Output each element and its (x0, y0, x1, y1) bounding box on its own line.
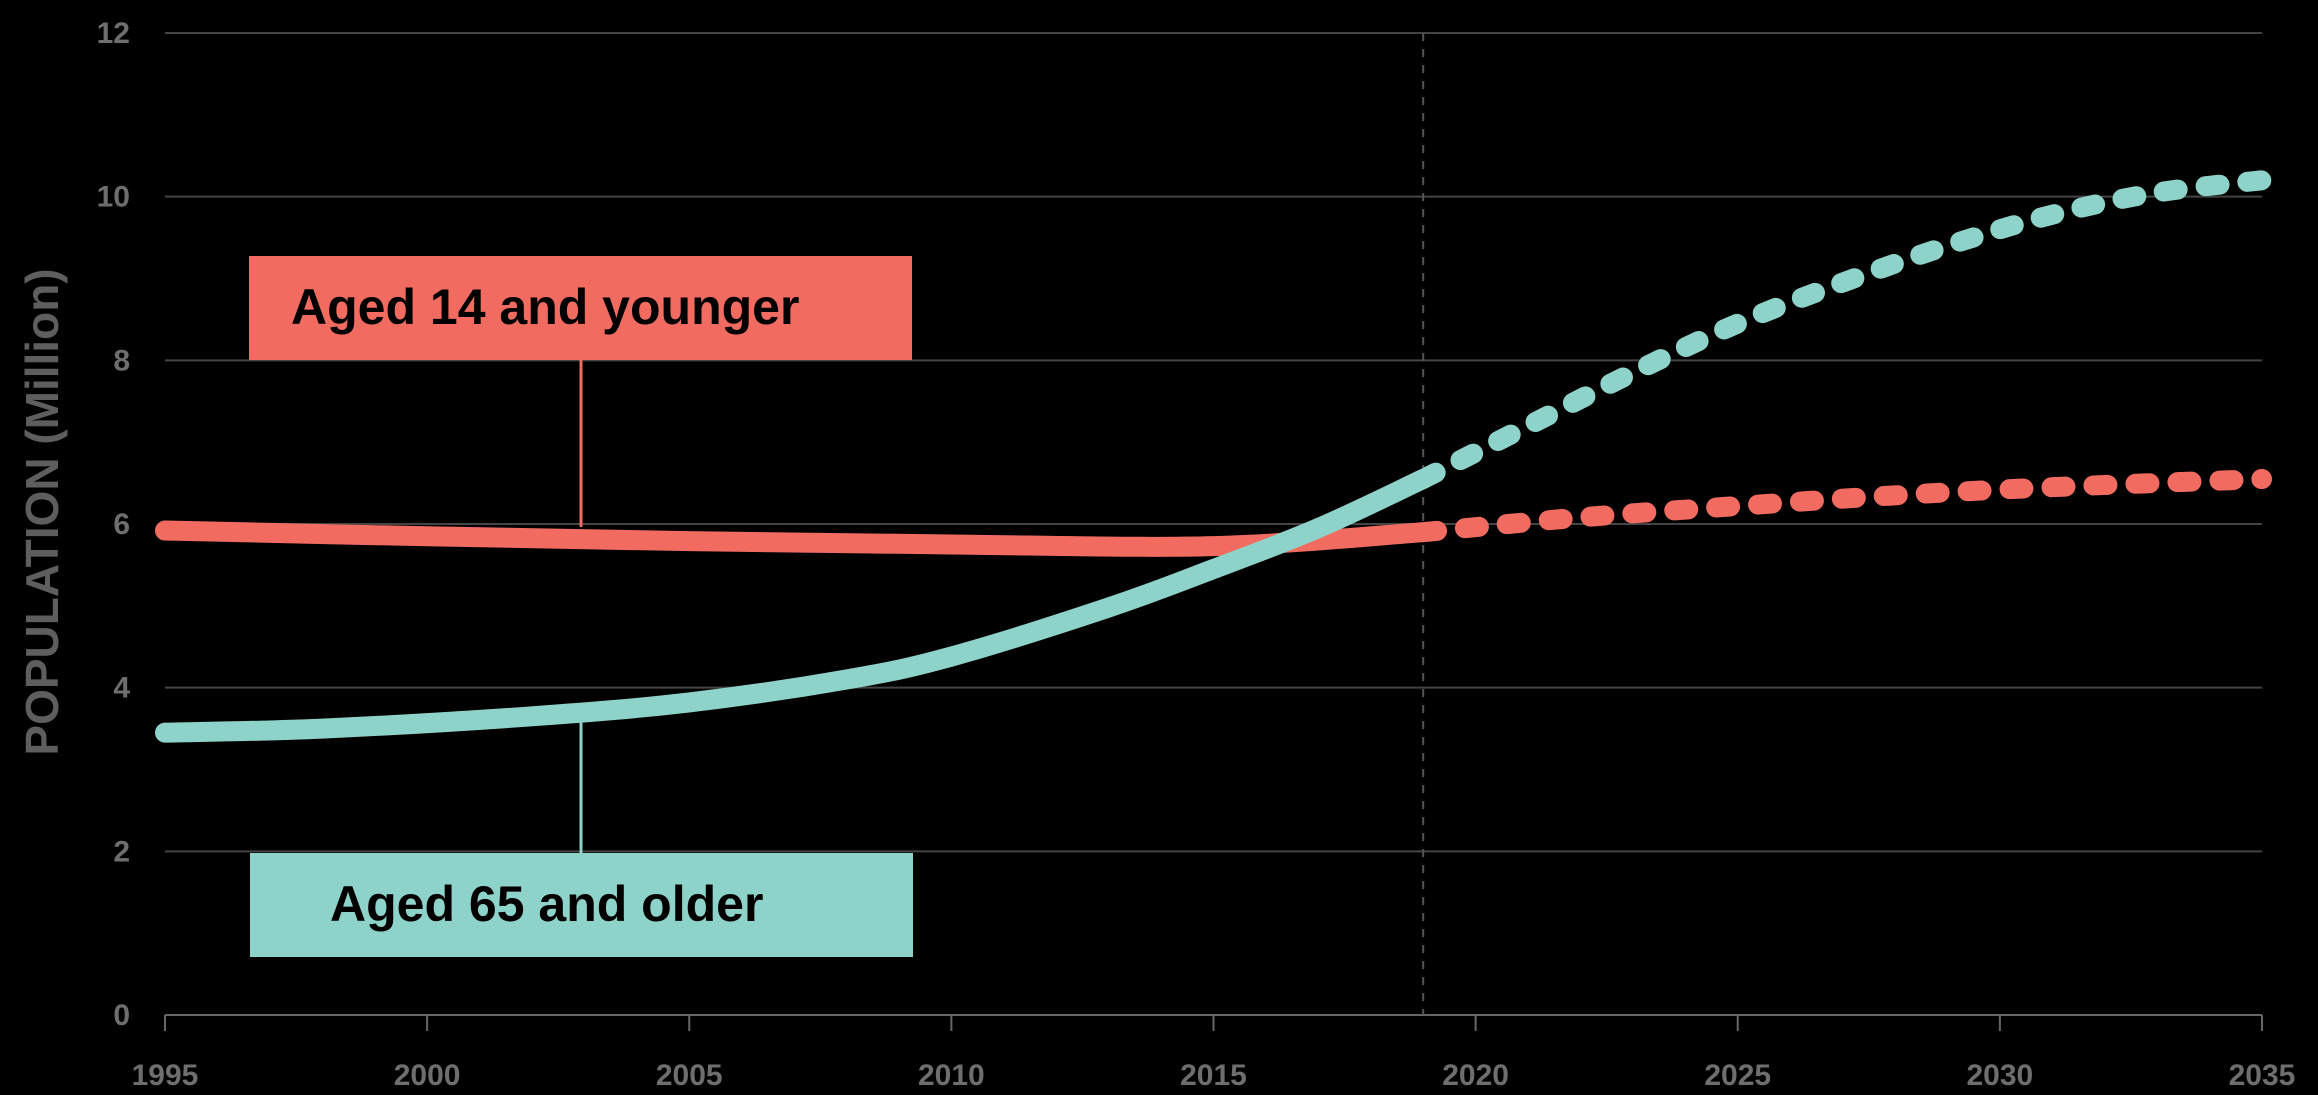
y-ticks: 0 2 4 6 8 10 12 (97, 17, 131, 1032)
series-line-aged-65-and-older-actual (155, 468, 1434, 743)
series-line-aged-65-and-older-projected (1413, 170, 2272, 489)
label-young: Aged 14 and younger (291, 279, 799, 335)
series-line-aged-14-and-younger-actual (155, 520, 1434, 557)
x-tick-label: 2015 (1180, 1059, 1247, 1092)
y-tick-label: 2 (113, 835, 130, 868)
y-tick-label: 0 (113, 999, 130, 1032)
grid (165, 32, 2262, 1016)
y-tick-label: 6 (113, 508, 130, 541)
y-axis-label: POPULATION (Million) (16, 268, 68, 755)
x-tick-label: 2025 (1704, 1059, 1771, 1092)
label-box-young (249, 256, 912, 360)
series-line-aged-14-and-younger-projected (1413, 468, 2272, 543)
y-tick-label: 4 (113, 672, 130, 705)
x-tick-label: 2035 (2229, 1059, 2296, 1092)
x-tick-label: 1995 (132, 1059, 199, 1092)
y-tick-label: 8 (113, 344, 130, 377)
x-ticks: 1995 2000 2005 2010 2015 2020 2025 2030 2035 (132, 1015, 2296, 1092)
y-tick-label: 12 (97, 17, 130, 50)
x-tick-label: 2030 (1967, 1059, 2034, 1092)
label-box-old (250, 853, 913, 957)
annotations: Aged 14 and younger Aged 65 and older (249, 256, 913, 957)
x-tick-label: 2010 (918, 1059, 985, 1092)
series-lines (155, 170, 2272, 743)
label-old: Aged 65 and older (330, 876, 763, 932)
x-tick-label: 2020 (1442, 1059, 1509, 1092)
y-tick-label: 10 (97, 181, 130, 214)
x-tick-label: 2000 (394, 1059, 461, 1092)
x-tick-label: 2005 (656, 1059, 723, 1092)
